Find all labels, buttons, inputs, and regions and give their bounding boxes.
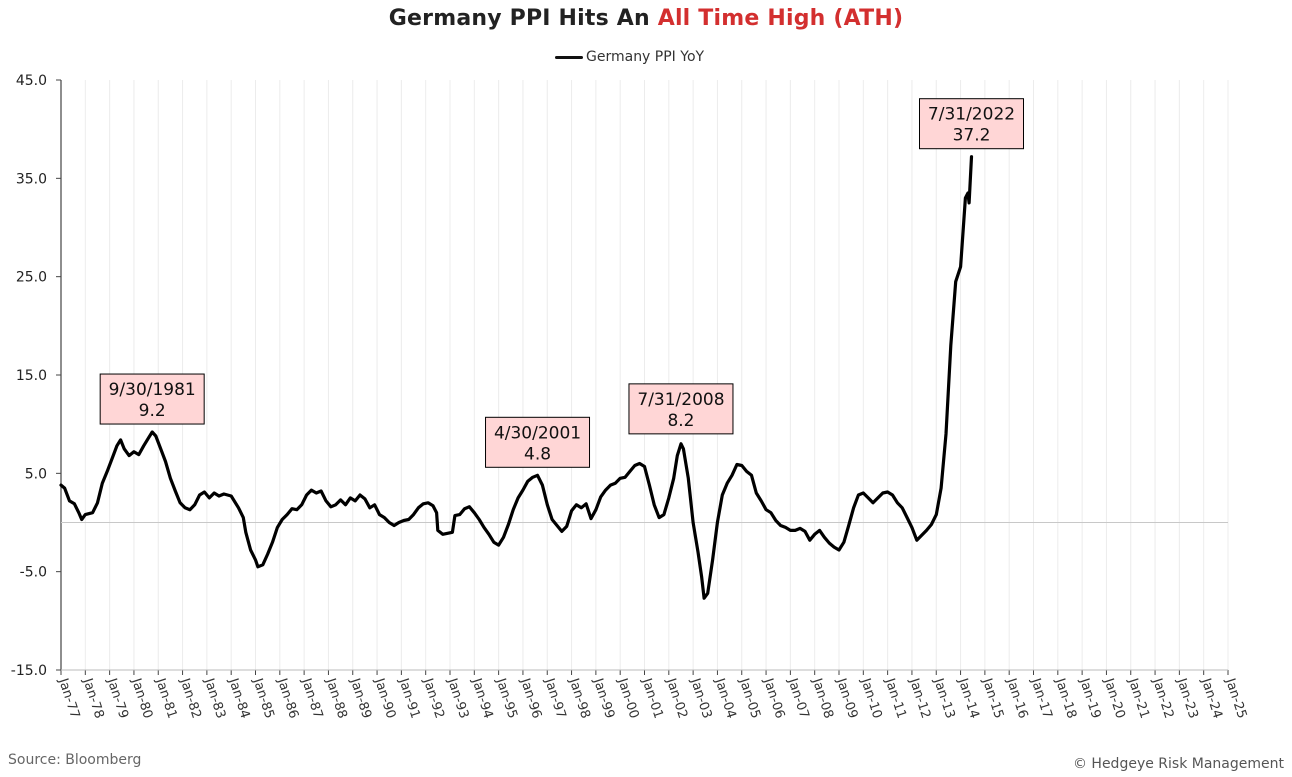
x-tick-label: Jan-83 (201, 676, 228, 721)
y-tick-label: 35.0 (16, 171, 47, 187)
x-tick-label: Jan-08 (809, 676, 836, 721)
x-tick-label: Jan-16 (1003, 676, 1030, 721)
legend-swatch (555, 55, 583, 59)
annotation-date: 9/30/1981 (109, 380, 196, 400)
annotation-value: 4.8 (524, 444, 551, 464)
x-tick-label: Jan-95 (493, 676, 520, 721)
x-tick-label: Jan-03 (687, 676, 714, 721)
x-tick-label: Jan-21 (1125, 676, 1152, 721)
x-tick-label: Jan-15 (979, 676, 1006, 721)
x-tick-label: Jan-17 (1027, 676, 1054, 721)
series-line (59, 155, 974, 600)
x-tick-label: Jan-20 (1100, 676, 1127, 721)
x-tick-label: Jan-25 (1222, 676, 1249, 721)
x-tick-label: Jan-91 (395, 676, 422, 721)
x-tick-label: Jan-23 (1173, 676, 1200, 721)
x-tick-label: Jan-81 (152, 676, 179, 721)
chart-title-prefix: Germany PPI Hits An (388, 6, 658, 31)
x-tick-label: Jan-86 (274, 676, 301, 721)
x-tick-label: Jan-77 (55, 676, 82, 721)
x-tick-label: Jan-07 (784, 676, 811, 721)
x-tick-label: Jan-04 (711, 676, 738, 721)
x-tick-label: Jan-19 (1076, 676, 1103, 721)
x-tick-label: Jan-24 (1198, 676, 1225, 721)
x-tick-label: Jan-85 (249, 676, 276, 721)
y-tick-label: 5.0 (25, 466, 47, 482)
x-tick-label: Jan-93 (444, 676, 471, 721)
x-tick-label: Jan-79 (104, 676, 131, 721)
x-tick-label: Jan-88 (322, 676, 349, 721)
annotation-date: 4/30/2001 (494, 423, 581, 443)
x-tick-label: Jan-90 (371, 676, 398, 721)
x-tick-label: Jan-87 (298, 676, 325, 721)
source-note: Source: Bloomberg (8, 752, 142, 768)
copyright-note: © Hedgeye Risk Management (1072, 756, 1284, 772)
annotation-value: 8.2 (667, 411, 694, 431)
legend-label: Germany PPI YoY (586, 49, 705, 65)
x-tick-label: Jan-99 (590, 676, 617, 721)
x-tick-label: Jan-12 (906, 676, 933, 721)
x-tick-label: Jan-01 (638, 676, 665, 721)
x-tick-label: Jan-84 (225, 676, 252, 721)
annotation-value: 9.2 (139, 401, 166, 421)
x-tick-label: Jan-14 (954, 676, 981, 721)
annotation-box (485, 416, 591, 468)
x-tick-label: Jan-18 (1052, 676, 1079, 721)
annotation-box (99, 373, 205, 425)
x-tick-label: Jan-10 (857, 676, 884, 721)
x-tick-label: Jan-00 (614, 676, 641, 721)
x-tick-label: Jan-78 (79, 676, 106, 721)
y-tick-label: -15.0 (11, 663, 47, 679)
x-tick-label: Jan-92 (420, 676, 447, 721)
x-tick-label: Jan-11 (882, 676, 909, 721)
x-tick-label: Jan-98 (565, 676, 592, 721)
x-tick-label: Jan-13 (930, 676, 957, 721)
x-tick-label: Jan-94 (468, 676, 495, 721)
annotation-date: 7/31/2022 (928, 105, 1015, 125)
x-tick-label: Jan-22 (1149, 676, 1176, 721)
annotation-box (919, 98, 1025, 150)
grid-lines (60, 80, 1229, 670)
y-tick-label: 45.0 (16, 73, 47, 89)
chart-title: Germany PPI Hits An All Time High (ATH) (0, 6, 1292, 31)
series-layer (59, 155, 974, 600)
x-tick-label: Jan-97 (541, 676, 568, 721)
x-tick-label: Jan-02 (663, 676, 690, 721)
annotation-value: 37.2 (953, 126, 991, 146)
annotation-date: 7/31/2008 (637, 390, 724, 410)
x-tick-label: Jan-80 (128, 676, 155, 721)
chart-legend: Germany PPI YoY (555, 49, 704, 65)
x-tick-label: Jan-05 (736, 676, 763, 721)
x-tick-label: Jan-82 (176, 676, 203, 721)
y-tick-label: 25.0 (16, 270, 47, 286)
annotation-box (628, 383, 734, 435)
x-tick-label: Jan-89 (347, 676, 374, 721)
x-tick-label: Jan-09 (833, 676, 860, 721)
y-tick-label: 15.0 (16, 368, 47, 384)
y-tick-label: -5.0 (20, 565, 47, 581)
x-tick-label: Jan-06 (760, 676, 787, 721)
x-tick-label: Jan-96 (517, 676, 544, 721)
chart-title-highlight: All Time High (ATH) (657, 6, 904, 31)
annotations: 9/30/19819.24/30/20014.87/31/20088.27/31… (99, 98, 1025, 468)
